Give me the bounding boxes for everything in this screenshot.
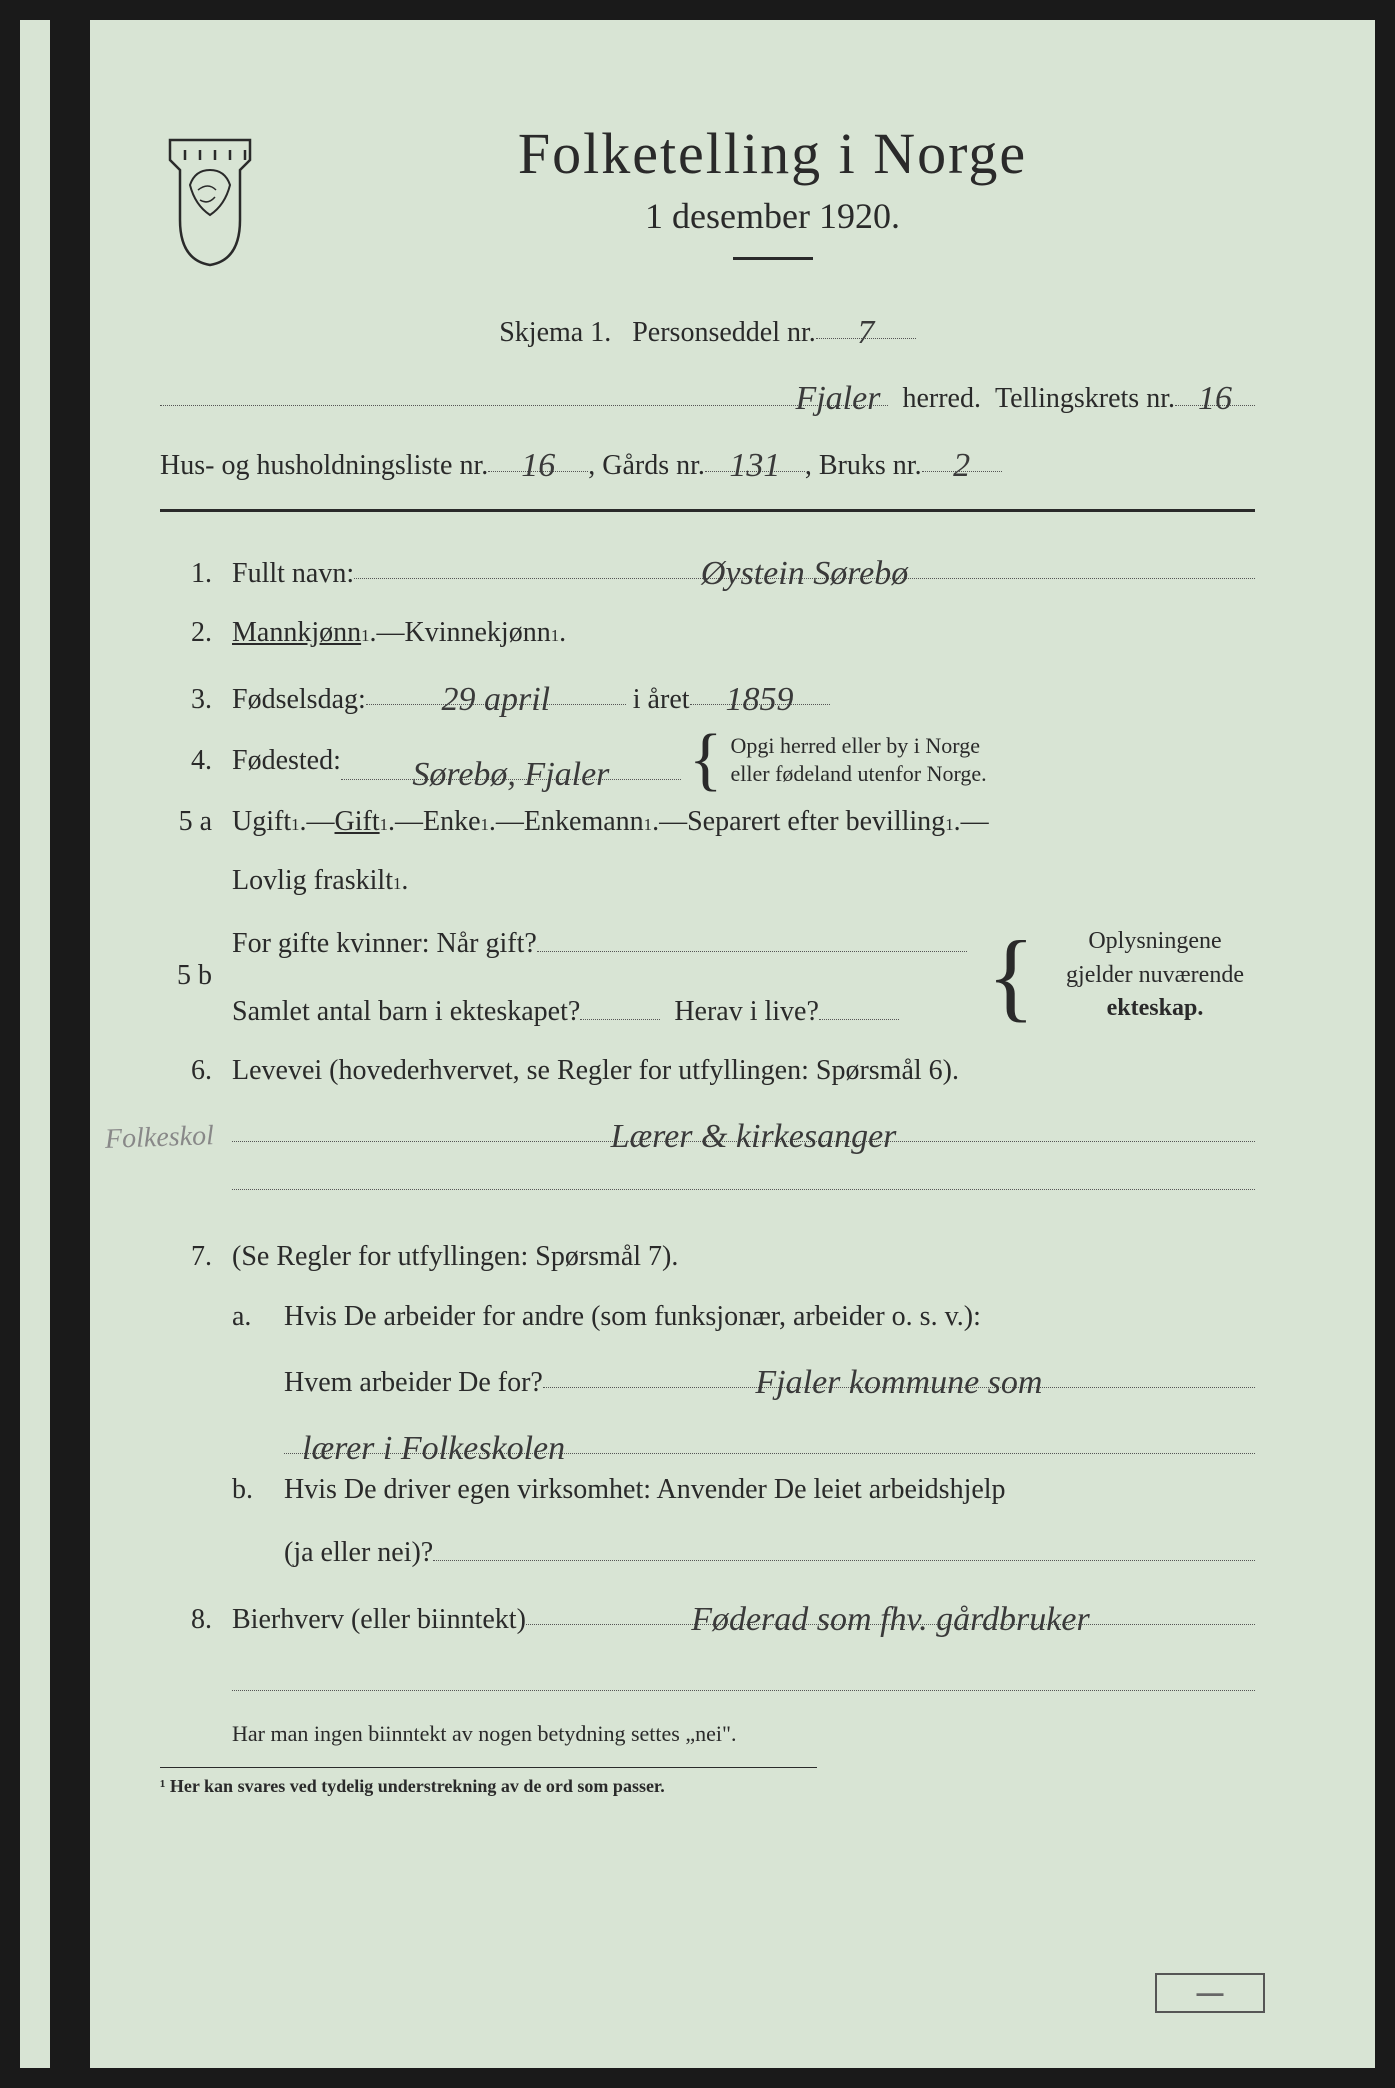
coat-of-arms-icon xyxy=(160,130,260,270)
gards-value: 131 xyxy=(729,447,780,484)
q5a-row: 5 a Ugift1. — Gift1. — Enke1. — Enkemann… xyxy=(160,795,1255,848)
hus-value: 16 xyxy=(521,447,555,484)
skjema-label: Skjema 1. xyxy=(499,308,611,358)
q8-num: 8. xyxy=(160,1593,220,1646)
q7a-answer-row-2: lærer i Folkeskolen xyxy=(232,1415,1255,1457)
footnote-text: Har man ingen biinntekt av nogen betydni… xyxy=(232,1721,1255,1747)
q6-value: Lærer & kirkesanger xyxy=(591,1118,897,1155)
q7-label: (Se Regler for utfyllingen: Spørsmål 7). xyxy=(232,1230,678,1283)
q5a-opt4: Enkemann xyxy=(524,795,644,848)
header: Folketelling i Norge 1 desember 1920. xyxy=(160,120,1255,290)
q3-row: 3. Fødselsdag: 29 april i året 1859 xyxy=(160,666,1255,726)
q5a-row-2: Lovlig fraskilt1. xyxy=(160,854,1255,907)
q3-num: 3. xyxy=(160,673,220,726)
q6-row: 6. Levevei (hovederhvervet, se Regler fo… xyxy=(160,1044,1255,1097)
q7-num: 7. xyxy=(160,1230,220,1283)
q5a-num: 5 a xyxy=(160,795,220,848)
q4-note: Opgi herred eller by i Norge eller fødel… xyxy=(731,732,987,789)
q7a-answer-row: Hvem arbeider De for? Fjaler kommune som xyxy=(232,1349,1255,1409)
q5a-opt1: Ugift xyxy=(232,795,291,848)
title-block: Folketelling i Norge 1 desember 1920. xyxy=(290,120,1255,290)
q1-label: Fullt navn: xyxy=(232,547,354,600)
q5b-label2: Samlet antal barn i ekteskapet? xyxy=(232,985,580,1038)
q2-num: 2. xyxy=(160,606,220,659)
brace-icon: { xyxy=(987,936,1035,1016)
q3-day-value: 29 april xyxy=(441,681,550,718)
tellingskrets-value: 16 xyxy=(1198,380,1232,417)
main-title: Folketelling i Norge xyxy=(290,120,1255,187)
q7a-value-l1: Fjaler kommune som xyxy=(755,1364,1042,1401)
q4-num: 4. xyxy=(160,734,220,787)
q7b-label1: Hvis De driver egen virksomhet: Anvender… xyxy=(284,1463,1006,1516)
q2-male-option: Mannkjønn xyxy=(232,606,361,659)
q6-answer-row: Lærer & kirkesanger xyxy=(160,1103,1255,1145)
q8-label: Bierhverv (eller biinntekt) xyxy=(232,1593,526,1646)
q7b-num: b. xyxy=(232,1463,272,1516)
footnote-rule: ¹ Her kan svares ved tydelig understrekn… xyxy=(160,1767,817,1797)
q5b-label1: For gifte kvinner: Når gift? xyxy=(232,917,537,970)
q7a-value-l2: lærer i Folkeskolen xyxy=(292,1430,565,1467)
q3-year-label: i året xyxy=(633,673,690,726)
q5b-row: 5 b For gifte kvinner: Når gift? Samlet … xyxy=(160,913,1255,1038)
q4-row: 4. Fødested: Sørebø, Fjaler { Opgi herre… xyxy=(160,732,1255,789)
personseddel-label: Personseddel nr. xyxy=(632,308,816,358)
q6-label: Levevei (hovederhvervet, se Regler for u… xyxy=(232,1044,959,1097)
q7b-label2: (ja eller nei)? xyxy=(284,1526,433,1579)
bruks-value: 2 xyxy=(953,447,970,484)
q4-value: Sørebø, Fjaler xyxy=(412,756,609,793)
q6-blank-row xyxy=(160,1151,1255,1190)
q5a-opt6: Lovlig fraskilt xyxy=(232,854,393,907)
herred-label: herred. xyxy=(902,374,981,424)
q7-row: 7. (Se Regler for utfyllingen: Spørsmål … xyxy=(160,1230,1255,1283)
q1-value: Øystein Sørebø xyxy=(701,555,908,592)
q5b-num: 5 b xyxy=(160,949,220,1002)
hus-label: Hus- og husholdningsliste nr. xyxy=(160,441,488,491)
title-divider xyxy=(733,257,813,260)
q5a-opt2: Gift xyxy=(335,795,380,848)
q7a-num: a. xyxy=(232,1290,272,1343)
q7b-row-2: (ja eller nei)? xyxy=(232,1522,1255,1579)
q6-num: 6. xyxy=(160,1044,220,1097)
q1-num: 1. xyxy=(160,547,220,600)
q5b-label3: Herav i live? xyxy=(674,985,819,1038)
q2-row: 2. Mannkjønn1. — Kvinnekjønn1. xyxy=(160,606,1255,659)
personseddel-value: 7 xyxy=(857,314,874,351)
q5a-opt3: Enke xyxy=(423,795,481,848)
q2-female-option: Kvinnekjønn xyxy=(405,606,551,659)
margin-annotation: Folkeskol xyxy=(104,1120,214,1156)
section-divider-1 xyxy=(160,509,1255,512)
census-form-page: Folketelling i Norge 1 desember 1920. Sk… xyxy=(20,20,1375,2068)
gards-label: , Gårds nr. xyxy=(588,441,705,491)
q1-row: 1. Fullt navn: Øystein Sørebø xyxy=(160,540,1255,600)
q4-label: Fødested: xyxy=(232,734,341,787)
q8-blank-row xyxy=(160,1652,1255,1691)
form-id-line: Skjema 1. Personseddel nr. 7 xyxy=(160,300,1255,358)
brace-icon: { xyxy=(689,732,723,788)
herred-line: Fjaler herred. Tellingskrets nr. 16 xyxy=(160,366,1255,424)
q5b-note: Oplysningene gjelder nuværende ekteskap. xyxy=(1055,925,1255,1026)
bruks-label: , Bruks nr. xyxy=(805,441,922,491)
tellingskrets-label: Tellingskrets nr. xyxy=(995,374,1175,424)
q7a-label2: Hvem arbeider De for? xyxy=(284,1356,543,1409)
q8-row: 8. Bierhverv (eller biinntekt) Føderad s… xyxy=(160,1586,1255,1646)
q3-year-value: 1859 xyxy=(726,681,794,718)
address-line: Hus- og husholdningsliste nr. 16 , Gårds… xyxy=(160,433,1255,491)
herred-value: Fjaler xyxy=(795,380,880,417)
q7a-row: a. Hvis De arbeider for andre (som funks… xyxy=(232,1290,1255,1343)
q7b-row: b. Hvis De driver egen virksomhet: Anven… xyxy=(232,1463,1255,1516)
q8-value: Føderad som fhv. gårdbruker xyxy=(691,1601,1090,1638)
q7a-label1: Hvis De arbeider for andre (som funksjon… xyxy=(284,1290,981,1343)
q5a-opt5: Separert efter bevilling xyxy=(687,795,945,848)
subtitle: 1 desember 1920. xyxy=(290,195,1255,237)
printer-stamp: ▬▬▬ xyxy=(1155,1973,1265,2013)
q3-label: Fødselsdag: xyxy=(232,673,366,726)
